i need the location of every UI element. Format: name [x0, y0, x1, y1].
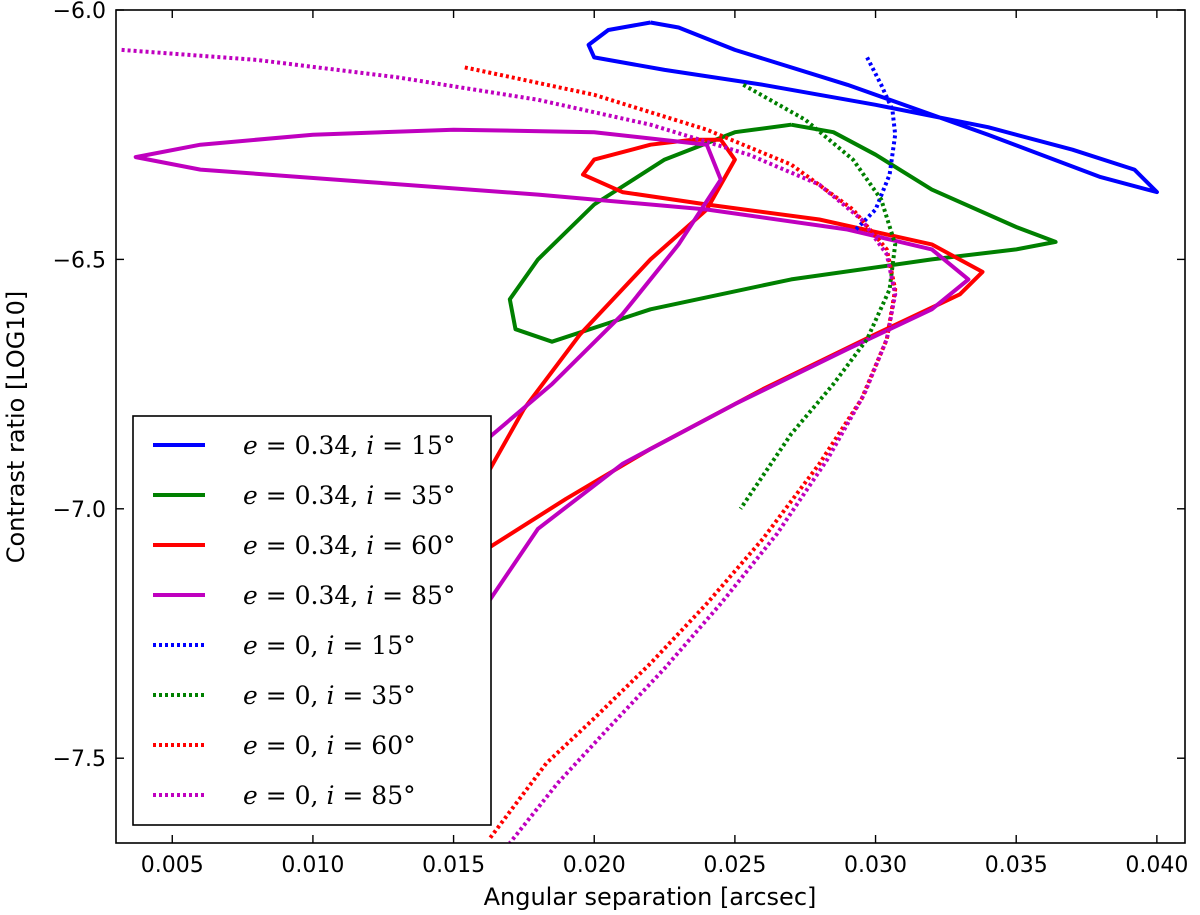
legend-box: [132, 415, 492, 826]
x-tick-label: 0.040: [1125, 853, 1188, 878]
y-tick-label: −7.0: [53, 498, 106, 523]
plot-frame: [115, 9, 1186, 844]
data-curves: [121, 20, 1159, 843]
x-tick-label: 0.015: [422, 853, 485, 878]
x-axis-title: Angular separation [arcsec]: [484, 883, 817, 911]
series-line-6: [738, 83, 898, 510]
y-tick-label: −7.5: [53, 747, 106, 772]
series-line-5: [854, 56, 898, 231]
series-line-8: [121, 47, 898, 843]
x-tick-label: 0.035: [985, 853, 1048, 878]
x-tick-label: 0.010: [281, 853, 344, 878]
y-tick-label: −6.5: [53, 248, 106, 273]
x-tick-label: 0.005: [141, 853, 204, 878]
legend-label: e = 0.34, i = 35°: [243, 481, 455, 510]
x-axis-ticks: 0.005 0.010 0.015 0.020 0.025 0.030 0.035 0.040: [141, 10, 1188, 878]
y-tick-label: −6.0: [53, 0, 106, 24]
legend-label: e = 0, i = 35°: [243, 681, 416, 710]
legend: e = 0.34, i = 15° e = 0.34, i = 35° e = 0.…: [132, 415, 492, 826]
legend-label: e = 0.34, i = 15°: [243, 431, 455, 460]
series-line-4: [133, 127, 971, 605]
y-axis-title: Contrast ratio [LOG10]: [2, 291, 30, 563]
legend-label: e = 0, i = 15°: [243, 631, 416, 660]
x-tick-label: 0.025: [703, 853, 766, 878]
legend-label: e = 0.34, i = 60°: [243, 531, 455, 560]
x-tick-label: 0.030: [844, 853, 907, 878]
x-tick-label: 0.020: [563, 853, 626, 878]
legend-label: e = 0.34, i = 85°: [243, 581, 455, 610]
y-axis-ticks: −6.0 −6.5 −7.0 −7.5: [53, 0, 1185, 772]
legend-label: e = 0, i = 85°: [243, 781, 416, 810]
series-line-2: [507, 122, 1058, 344]
series-line-1: [586, 20, 1159, 195]
legend-label: e = 0, i = 60°: [243, 731, 416, 760]
